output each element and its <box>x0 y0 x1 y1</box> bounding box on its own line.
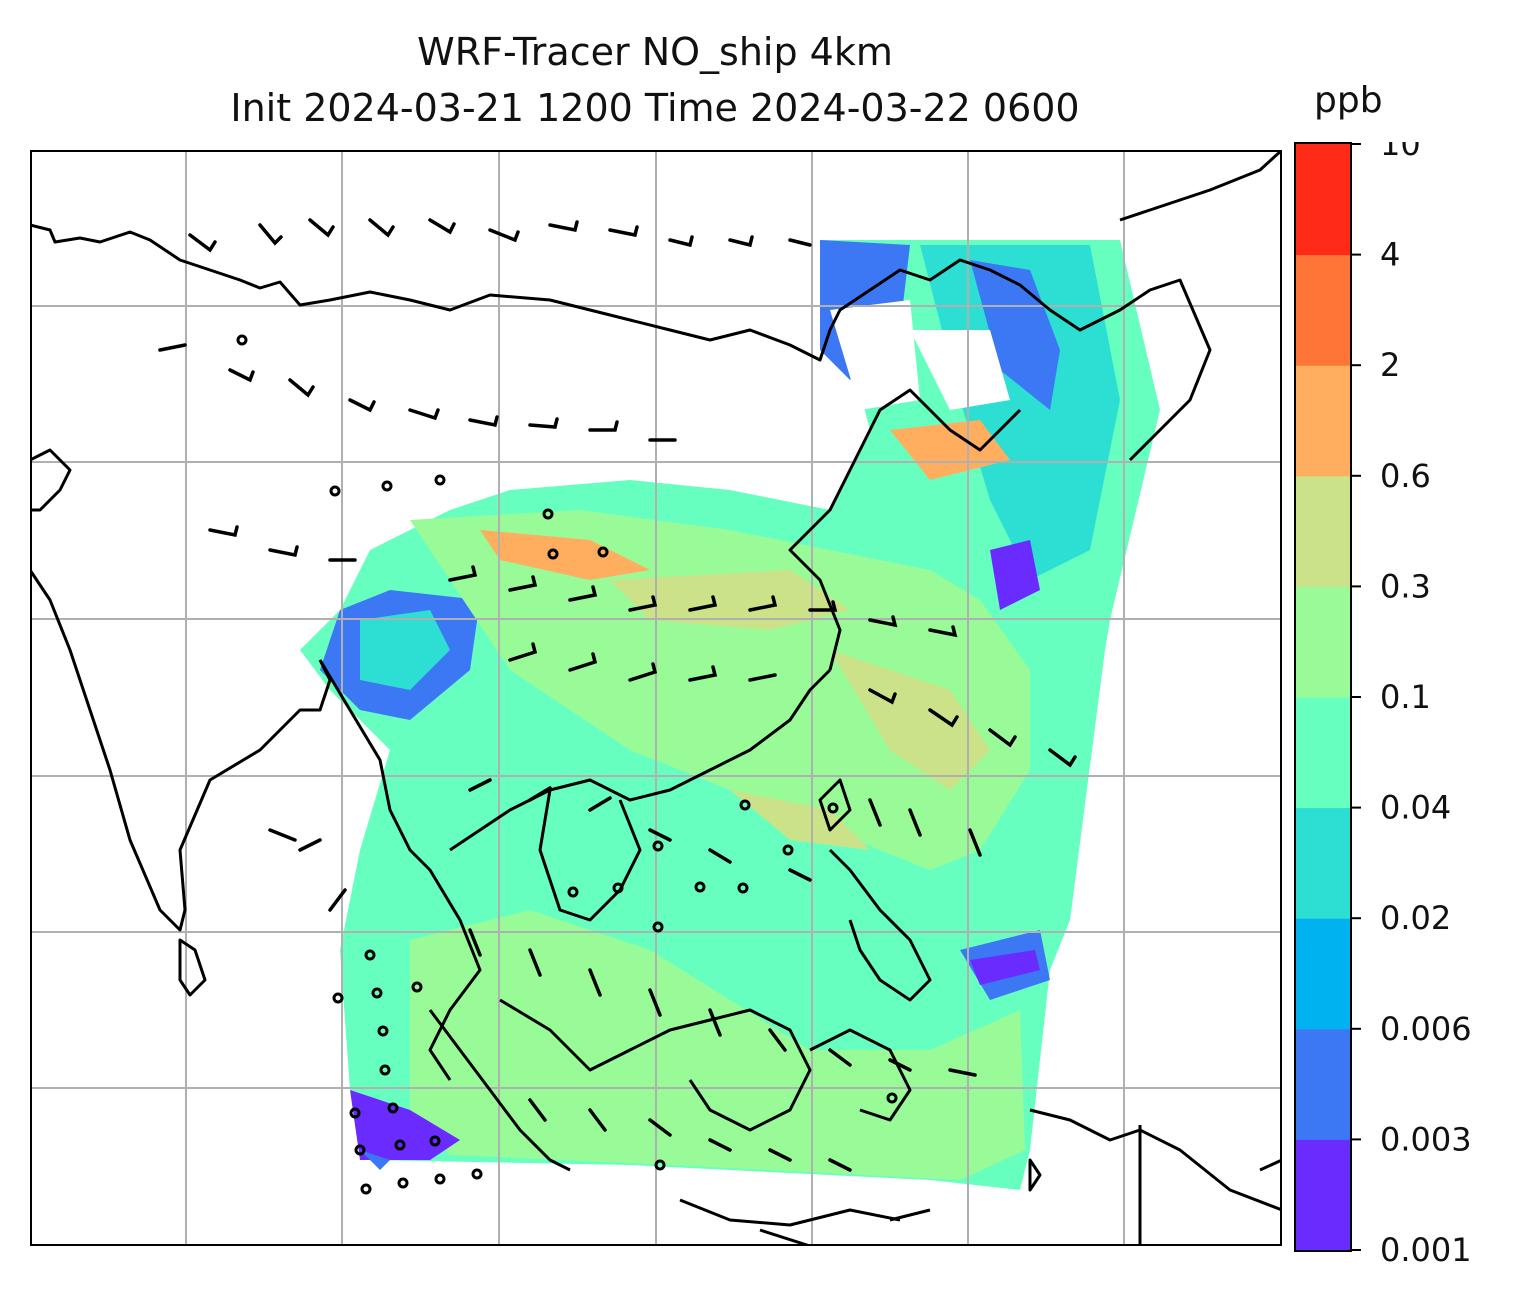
colorbar-band <box>1295 1028 1351 1140</box>
colorbar-tick-label: 0.02 <box>1380 899 1451 937</box>
colorbar-band <box>1295 586 1351 698</box>
colorbar-tick-label: 0.6 <box>1380 457 1431 495</box>
colorbar-tick-label: 0.3 <box>1380 567 1431 605</box>
colorbar-ticks: 0.001 0.003 0.006 0.02 0.04 0.1 0.3 0.6 2 4 10 <box>1351 142 1472 1269</box>
colorbar-tick-label: 0.003 <box>1380 1120 1472 1158</box>
map-title-line-2: Init 2024-03-21 1200 Time 2024-03-22 060… <box>230 86 1080 130</box>
colorbar-tick-label: 0.006 <box>1380 1010 1472 1048</box>
colorbar-bands <box>1295 144 1351 1251</box>
coastlines <box>30 150 1282 1246</box>
tracer-field <box>300 240 1160 1190</box>
colorbar-tick-label: 4 <box>1380 236 1400 274</box>
colorbar-band <box>1295 254 1351 366</box>
colorbar-band <box>1295 918 1351 1030</box>
colorbar-tick-label: 0.04 <box>1380 789 1451 827</box>
colorbar-tick-label: 10 <box>1380 142 1421 163</box>
colorbar-tick-label: 0.1 <box>1380 678 1431 716</box>
colorbar: 0.001 0.003 0.006 0.02 0.04 0.1 0.3 0.6 2 4 10 <box>1294 142 1472 1269</box>
map-border <box>30 150 1282 1246</box>
colorbar-tick-label: 0.001 <box>1380 1231 1472 1269</box>
colorbar-band <box>1295 475 1351 587</box>
colorbar-band <box>1295 807 1351 919</box>
wind-barbs <box>158 218 1077 1172</box>
colorbar-band <box>1295 365 1351 477</box>
colorbar-band <box>1295 697 1351 809</box>
map-panel <box>30 150 1282 1246</box>
calm-wind-markers <box>236 334 898 1195</box>
colorbar-unit-label: ppb <box>1314 80 1383 121</box>
colorbar-tick-label: 2 <box>1380 346 1400 384</box>
colorbar-band <box>1295 1139 1351 1251</box>
map-title-line-1: WRF-Tracer NO_ship 4km <box>417 30 893 74</box>
colorbar-band <box>1295 144 1351 256</box>
